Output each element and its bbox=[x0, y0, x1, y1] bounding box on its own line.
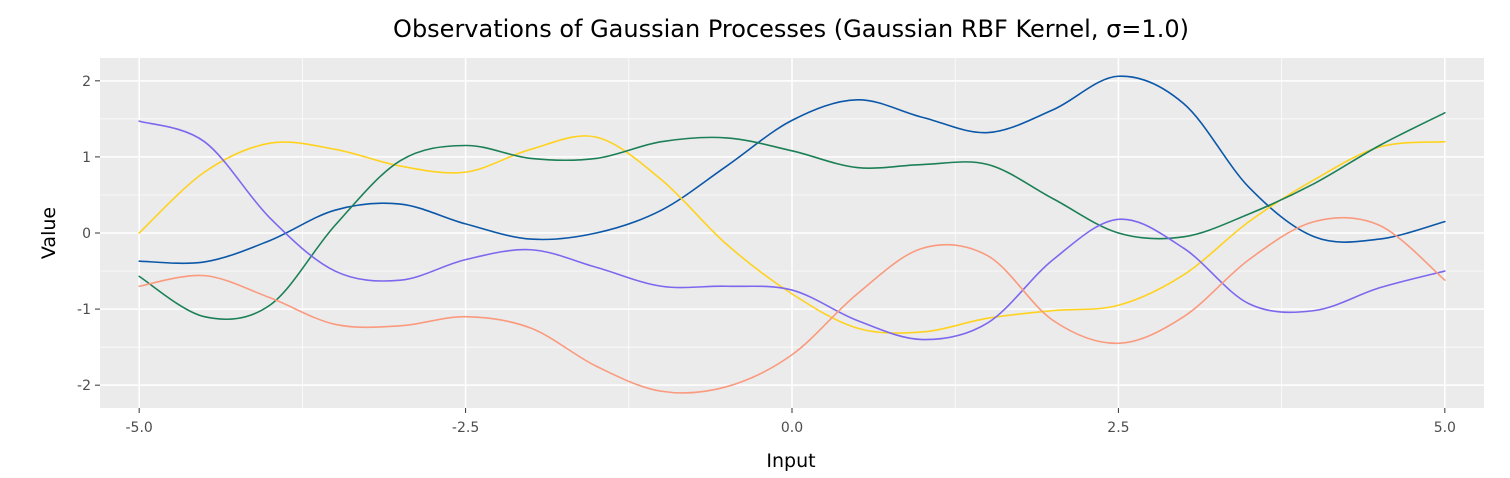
y-tick-label: 2 bbox=[82, 74, 91, 90]
y-tick-label: 0 bbox=[82, 226, 91, 242]
y-axis: -2 -1 0 1 2 bbox=[77, 74, 100, 394]
x-tick-label: 5.0 bbox=[1434, 420, 1456, 436]
x-tick-label: 2.5 bbox=[1107, 420, 1129, 436]
series-line-4 bbox=[138, 120, 1446, 341]
y-axis-title: Value bbox=[38, 207, 60, 259]
x-axis-title: Input bbox=[766, 450, 815, 472]
series-layer bbox=[138, 75, 1446, 394]
series-line-2 bbox=[138, 135, 1446, 334]
chart-title: Observations of Gaussian Processes (Gaus… bbox=[393, 15, 1189, 43]
x-axis: -5.0 -2.5 0.0 2.5 5.0 bbox=[126, 408, 1456, 436]
series-line-1 bbox=[138, 75, 1446, 265]
y-tick-label: -2 bbox=[77, 378, 91, 394]
x-tick-label: 0.0 bbox=[781, 420, 803, 436]
series-line-5 bbox=[138, 216, 1446, 394]
y-tick-label: 1 bbox=[82, 150, 91, 166]
x-tick-label: -5.0 bbox=[126, 420, 153, 436]
series-line-3 bbox=[138, 111, 1446, 321]
x-tick-label: -2.5 bbox=[452, 420, 479, 436]
y-tick-label: -1 bbox=[77, 302, 91, 318]
